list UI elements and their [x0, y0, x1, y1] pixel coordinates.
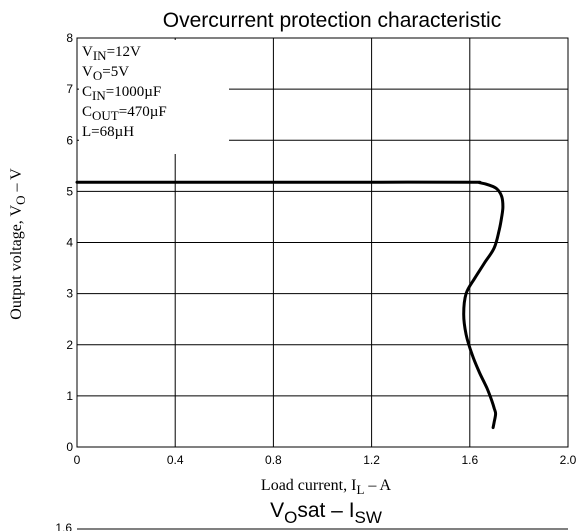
- x-tick-label: 2.0: [560, 453, 577, 467]
- y-tick-label: 6: [66, 133, 73, 147]
- condition-4: L=68µH: [82, 124, 134, 140]
- x-tick-label: 1.2: [363, 453, 380, 467]
- x-axis-label: Load current, IL – A: [261, 477, 392, 497]
- y-tick-label: 3: [66, 287, 73, 301]
- x-tick-labels: 0 0.4 0.8 1.2 1.6 2.0: [74, 453, 577, 467]
- condition-2: CIN=1000µF: [82, 84, 161, 103]
- condition-1: VO=5V: [82, 64, 129, 83]
- conditions-background: [79, 40, 229, 154]
- x-tick-label: 0.4: [167, 453, 184, 467]
- y-tick-label: 5: [66, 184, 73, 198]
- y-tick-label: 1: [66, 389, 73, 403]
- y-tick-label: 7: [66, 82, 73, 96]
- series-line: [75, 180, 505, 430]
- second-chart-fragment: VOsat – ISW 1.6: [55, 499, 568, 531]
- y-tick-labels: 0 1 2 3 4 5 6 7 8: [66, 31, 73, 454]
- plot-frame: [76, 37, 569, 448]
- y-tick-label: 8: [66, 31, 73, 45]
- x-tick-label: 1.6: [461, 453, 478, 467]
- chart-title: Overcurrent protection characteristic: [163, 9, 501, 32]
- x-tick-label: 0.8: [265, 453, 282, 467]
- second-chart-title: VOsat – ISW: [270, 499, 382, 527]
- condition-3: COUT=470µF: [82, 104, 167, 123]
- y-axis-label: Output voltage, VO – V: [8, 168, 28, 320]
- x-tick-label: 0: [74, 453, 81, 467]
- second-chart-y-tick: 1.6: [55, 521, 72, 531]
- y-tick-label: 4: [66, 236, 73, 250]
- condition-0: VIN=12V: [82, 44, 141, 63]
- y-tick-label: 2: [66, 338, 73, 352]
- y-tick-label: 0: [66, 440, 73, 454]
